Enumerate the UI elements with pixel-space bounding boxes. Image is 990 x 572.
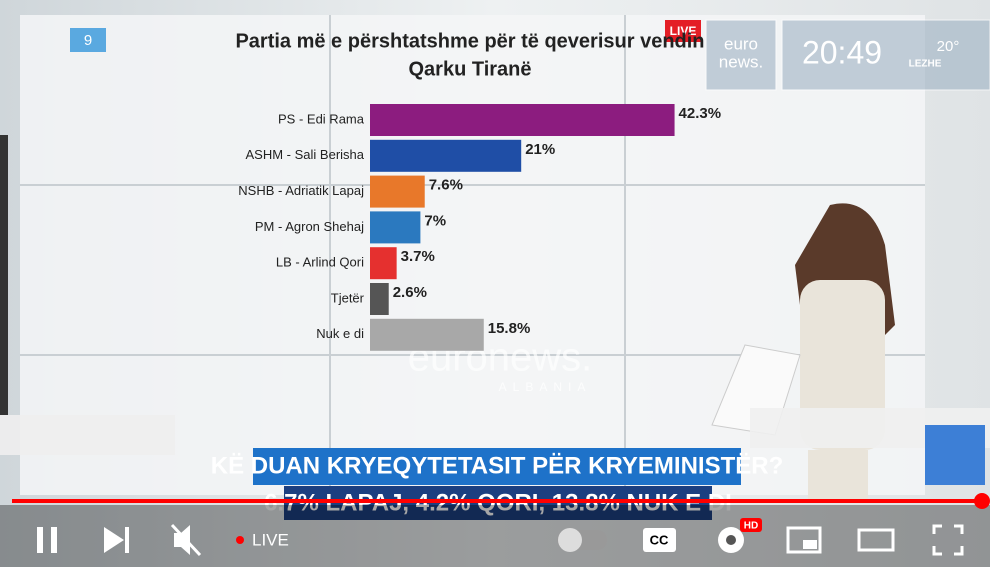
watermark-region: ALBANIA: [499, 380, 592, 394]
live-dot: [236, 536, 244, 544]
bar: [370, 175, 425, 208]
value-label: 15.8%: [488, 320, 531, 337]
cc-label: CC: [650, 532, 669, 547]
corner-logo: [925, 425, 985, 485]
bar: [370, 139, 522, 172]
presenter: [800, 280, 885, 450]
live-indicator[interactable]: LIVE: [252, 530, 289, 549]
bar: [370, 318, 484, 351]
miniplayer-button[interactable]: [786, 526, 822, 554]
bar: [370, 247, 397, 280]
autoplay-knob[interactable]: [558, 528, 582, 552]
category-label: PM - Agron Shehaj: [255, 219, 364, 234]
value-label: 2.6%: [393, 284, 427, 301]
channel-badge: [70, 28, 106, 52]
temperature: 20°: [937, 38, 960, 55]
value-label: 42.3%: [679, 105, 722, 122]
mute-button[interactable]: [170, 523, 202, 557]
category-label: NSHB - Adriatik Lapaj: [238, 183, 364, 198]
fullscreen-button[interactable]: [932, 524, 964, 556]
logo-line1: euro: [724, 34, 758, 53]
progress-bar[interactable]: [12, 499, 982, 503]
screen-edge: [0, 135, 8, 415]
bar: [370, 211, 421, 244]
channel-number: 9: [84, 32, 92, 49]
live-badge: [665, 20, 701, 42]
play-pause-button[interactable]: [37, 527, 57, 553]
category-label: LB - Arlind Qori: [276, 255, 364, 270]
bar: [370, 283, 389, 315]
presenter-legs: [808, 450, 868, 500]
controls-shade: [0, 505, 990, 567]
clock-time: 20:49: [802, 34, 882, 70]
caption-line1: KË DUAN KRYEQYTETASIT PËR KRYEMINISTËR?: [211, 452, 783, 479]
logo-line2: news.: [719, 52, 763, 71]
cc-button[interactable]: [643, 528, 676, 552]
theater-button[interactable]: [857, 528, 895, 552]
clock-box: [781, 19, 990, 91]
live-badge-text: LIVE: [670, 24, 697, 38]
settings-hole: [726, 535, 736, 545]
logo-box: [705, 19, 777, 91]
bar-chart: PS - Edi Rama 42.3% ASHM - Sali Berisha 21%…: [238, 104, 721, 351]
caption-bar1: [253, 448, 741, 485]
hd-badge: [740, 518, 762, 532]
category-label: ASHM - Sali Berisha: [246, 147, 365, 162]
category-label: PS - Edi Rama: [278, 111, 365, 126]
city: LEZHE: [909, 59, 942, 70]
chart-subtitle: Qarku Tiranë: [408, 58, 531, 80]
hd-label: HD: [744, 521, 758, 532]
desk-left: [0, 415, 175, 455]
category-label: Tjetër: [331, 290, 365, 305]
progress-handle[interactable]: [974, 493, 990, 509]
next-button[interactable]: [104, 527, 129, 553]
value-label: 7.6%: [429, 177, 463, 194]
chart-title: Partia më e përshtatshme për të qeverisu…: [235, 30, 704, 52]
bar: [370, 104, 675, 136]
value-label: 7%: [424, 212, 446, 229]
value-label: 21%: [525, 141, 555, 158]
value-label: 3.7%: [401, 248, 435, 265]
category-label: Nuk e di: [316, 326, 364, 341]
